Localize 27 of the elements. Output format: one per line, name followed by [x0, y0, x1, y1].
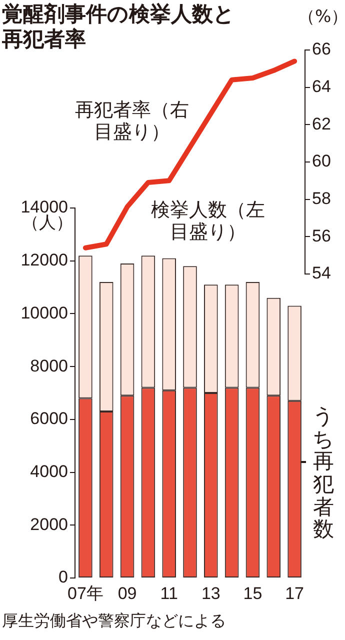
series-label: うち再犯者数: [312, 404, 335, 542]
y-tick-label: 6000: [30, 409, 68, 428]
x-tick-label: 09: [118, 584, 137, 603]
y-tick-label: 10000: [20, 303, 68, 322]
text: 厚生労働省や警察庁などによる: [2, 611, 226, 630]
y-tick-label: 60: [312, 152, 331, 171]
y-tick-label: 54: [312, 264, 331, 283]
y-axis-title: （人）: [22, 213, 73, 234]
x-tick-label: 11: [160, 584, 178, 603]
y-axis-title: （%）: [298, 7, 345, 28]
x-tick-label: 15: [243, 584, 262, 603]
y-tick-label: 62: [312, 114, 331, 134]
series-label: 再犯者率（右目盛り）: [74, 99, 190, 144]
y-tick-label: 64: [312, 77, 331, 96]
y-tick-label: 56: [312, 226, 331, 246]
x-tick-label: 17: [285, 584, 304, 603]
y-tick-label: 0: [58, 568, 68, 587]
y-tick-label: 8000: [30, 356, 68, 376]
y-tick-label: 4000: [30, 462, 68, 481]
y-tick-label: 2000: [30, 514, 68, 534]
x-tick-label: 07年: [67, 584, 104, 603]
x-tick-label: 13: [201, 584, 220, 603]
y-tick-label: 12000: [20, 250, 68, 270]
series-label: 検挙人数（左目盛り）: [150, 199, 266, 244]
y-tick-label: 66: [312, 40, 331, 59]
y-tick-label: 58: [312, 189, 331, 208]
chart-title: 覚醒剤事件の検挙人数と再犯者率: [2, 2, 236, 52]
